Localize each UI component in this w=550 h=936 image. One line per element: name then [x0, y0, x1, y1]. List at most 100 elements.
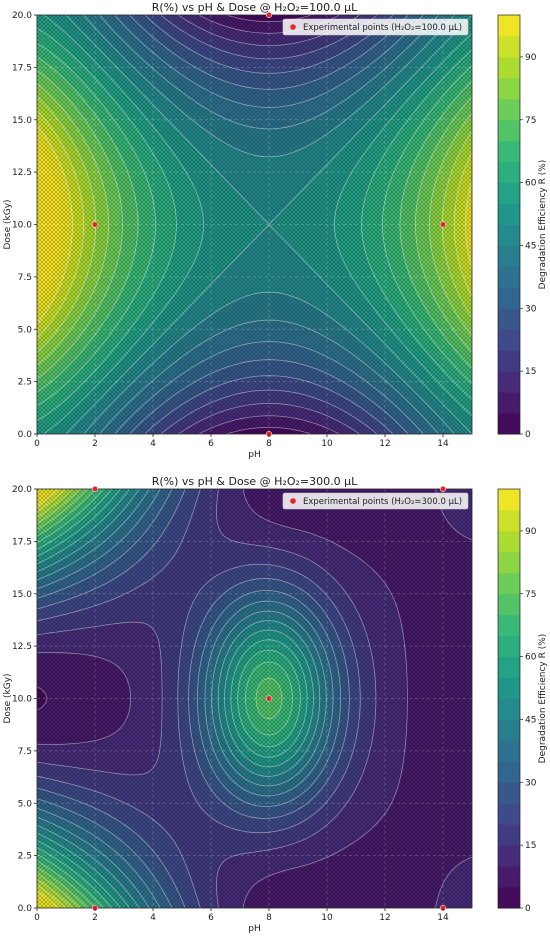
experimental-point — [265, 695, 273, 702]
experimental-point — [265, 11, 273, 19]
y-tick-label: 20.0 — [12, 11, 32, 21]
y-tick-label: 12.5 — [12, 168, 32, 178]
colorbar-segment — [498, 719, 520, 741]
x-tick-label: 12 — [379, 913, 390, 923]
colorbar-tick-label: 45 — [525, 715, 536, 725]
y-tick-label: 7.5 — [18, 747, 32, 757]
contour-panel-2: 0 2 4 6 8 10 12 14 0.0 2.5 5.0 7.5 10.0 12.5 15.0 17.5 2… — [3, 475, 548, 934]
x-tick-label: 6 — [208, 439, 214, 449]
colorbar-tick-label: 30 — [525, 778, 537, 788]
colorbar-segment — [498, 489, 520, 511]
y-tick-label: 0.0 — [18, 904, 33, 914]
x-tick-label: 4 — [150, 439, 156, 449]
colorbar-segment — [498, 803, 520, 825]
y-tick-label: 2.5 — [18, 852, 32, 862]
colorbar-segment — [498, 761, 520, 783]
colorbar-segment — [498, 161, 520, 184]
x-tick-label: 14 — [437, 439, 449, 449]
colorbar-segment — [498, 350, 520, 372]
x-tick-label: 8 — [266, 439, 272, 449]
x-tick-label: 2 — [92, 439, 98, 449]
x-tick-label: 10 — [321, 913, 333, 923]
colorbar-tick-label: 0 — [525, 904, 531, 914]
y-tick-label: 12.5 — [12, 642, 32, 652]
x-tick-label: 14 — [437, 913, 449, 923]
colorbar-tick-label: 15 — [525, 367, 536, 377]
y-tick-label: 2.5 — [18, 378, 32, 388]
x-tick-label: 2 — [92, 913, 98, 923]
colorbar-segment — [498, 35, 520, 58]
hatch-overlay — [37, 15, 472, 434]
experimental-point — [91, 221, 99, 228]
colorbar-segment — [498, 245, 520, 267]
colorbar-segment — [498, 635, 520, 658]
colorbar-tick-label: 0 — [525, 430, 531, 440]
x-tick-label: 10 — [321, 439, 333, 449]
colorbar-segment — [498, 782, 520, 804]
x-tick-label: 0 — [34, 913, 40, 923]
y-tick-label: 17.5 — [12, 63, 32, 73]
contour-lines — [36, 488, 473, 909]
colorbar-segment — [498, 551, 520, 574]
experimental-point — [439, 485, 447, 493]
colorbar-segment — [498, 203, 520, 225]
y-tick-label: 0.0 — [18, 430, 33, 440]
colorbar-segment — [498, 56, 520, 79]
colorbar-segment — [498, 182, 520, 205]
y-tick-label: 5.0 — [18, 325, 33, 335]
x-axis-label: pH — [248, 450, 260, 460]
x-tick-label: 12 — [379, 439, 390, 449]
y-tick-label: 7.5 — [18, 273, 32, 283]
x-axis-label: pH — [248, 924, 260, 934]
legend-marker — [290, 24, 296, 30]
colorbar-tick-label: 75 — [525, 116, 536, 126]
colorbar-segment — [498, 866, 520, 888]
y-tick-label: 10.0 — [12, 221, 32, 231]
colorbar-tick-label: 30 — [525, 304, 537, 314]
legend-box — [282, 492, 469, 510]
colorbar-label: Degradation Efficiency R (%) — [538, 160, 548, 290]
x-tick-label: 4 — [150, 913, 156, 923]
chart-title: R(%) vs pH & Dose @ H₂O₂=300.0 µL — [152, 475, 358, 488]
y-axis-label: Dose (kGy) — [3, 199, 13, 249]
colorbar-tick-label: 15 — [525, 841, 536, 851]
colorbar-segment — [498, 677, 520, 699]
y-tick-label: 17.5 — [12, 537, 32, 547]
legend-label: Experimental points (H₂O₂=300.0 µL) — [303, 497, 462, 507]
experimental-point — [439, 221, 447, 228]
colorbar-segment — [498, 698, 520, 720]
colorbar-segment — [498, 845, 520, 867]
y-axis-label: Dose (kGy) — [3, 673, 13, 723]
colorbar-segment — [498, 392, 520, 414]
contour-panel-1: 0 2 4 6 8 10 12 14 0.0 2.5 5.0 7.5 10.0 12.5 15.0 17.5 2… — [3, 1, 548, 460]
colorbar-segment — [498, 224, 520, 246]
colorbar-segment — [498, 614, 520, 637]
colorbar-segment — [498, 77, 520, 100]
colorbar-segment — [498, 740, 520, 762]
chart-title: R(%) vs pH & Dose @ H₂O₂=100.0 µL — [152, 1, 358, 14]
y-tick-label: 20.0 — [12, 485, 32, 495]
colorbar-segment — [498, 140, 520, 163]
legend-box — [282, 18, 469, 36]
colorbar-tick-label: 90 — [525, 53, 537, 63]
colorbar-segment — [498, 98, 520, 121]
colorbar-segment — [498, 530, 520, 553]
colorbar-tick-label: 90 — [525, 527, 537, 537]
colorbar-segment — [498, 887, 520, 909]
colorbar-segment — [498, 119, 520, 142]
colorbar-segment — [498, 572, 520, 595]
colorbar-frame — [497, 488, 521, 909]
y-tick-label: 15.0 — [12, 590, 32, 600]
colorbar-label: Degradation Efficiency R (%) — [538, 634, 548, 764]
colorbar-tick-label: 75 — [525, 590, 536, 600]
legend-marker — [290, 498, 296, 504]
y-tick-label: 10.0 — [12, 695, 32, 705]
colorbar-segment — [498, 413, 520, 435]
colorbar-tick-label: 45 — [525, 241, 536, 251]
colorbar-tick-label: 60 — [525, 653, 537, 663]
colorbar-tick-label: 60 — [525, 179, 537, 189]
contour-lines — [36, 14, 473, 435]
x-tick-label: 0 — [34, 439, 40, 449]
x-tick-label: 8 — [266, 913, 272, 923]
